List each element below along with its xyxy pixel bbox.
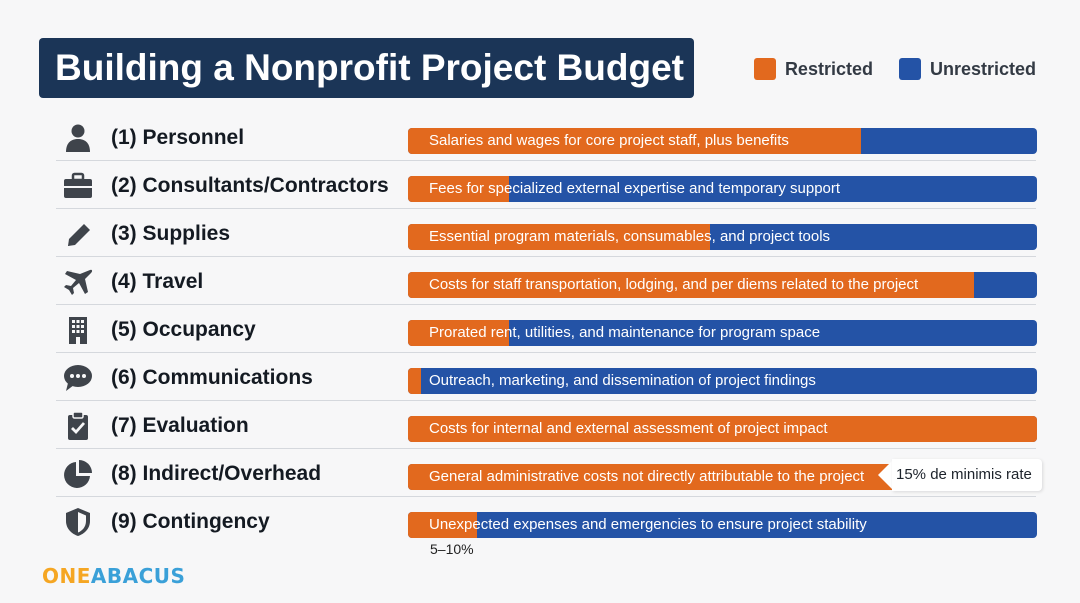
chart-row: (4) Travel Costs for staff transportation… <box>56 257 1037 305</box>
stacked-bar: Fees for specialized external expertise … <box>408 176 1037 202</box>
category-label: (7) Evaluation <box>111 414 249 437</box>
category-label: (9) Contingency <box>111 510 270 533</box>
bar-description: Costs for internal and external assessme… <box>429 420 828 437</box>
chart-row: (5) Occupancy Prorated rent, utilities, a… <box>56 305 1037 353</box>
stacked-bar: Essential program materials, consumables… <box>408 224 1037 250</box>
chart-row: (2) Consultants/Contractors Fees for spec… <box>56 161 1037 209</box>
stacked-bar: Prorated rent, utilities, and maintenanc… <box>408 320 1037 346</box>
clipboard-check-icon <box>60 410 96 442</box>
row-divider <box>56 304 1036 305</box>
stacked-bar: Unexpected expenses and emergencies to e… <box>408 512 1037 538</box>
stacked-bar: Outreach, marketing, and dissemination o… <box>408 368 1037 394</box>
chat-bubble-icon <box>60 362 96 394</box>
bar-description: Fees for specialized external expertise … <box>429 180 841 197</box>
stacked-bar: Salaries and wages for core project staf… <box>408 128 1037 154</box>
row-divider <box>56 256 1036 257</box>
bar-description: Costs for staff transportation, lodging,… <box>429 276 919 293</box>
logo: ONEABACUS <box>42 564 185 588</box>
row-divider <box>56 496 1036 497</box>
category-label: (3) Supplies <box>111 222 231 245</box>
row-divider <box>56 352 1036 353</box>
bar-description: Prorated rent, utilities, and maintenanc… <box>429 324 821 341</box>
category-label: (4) Travel <box>111 270 204 293</box>
briefcase-icon <box>60 170 96 202</box>
pencil-icon <box>60 218 96 250</box>
chart-row: (8) Indirect/Overhead General administrat… <box>56 449 1042 497</box>
title-banner: Building a Nonprofit Project Budget <box>39 38 694 98</box>
bar-description: General administrative costs not directl… <box>429 468 865 485</box>
chart-row: (7) Evaluation Costs for internal and ext… <box>56 401 1037 449</box>
logo-part-one: ONE <box>42 564 91 588</box>
legend: Restricted Unrestricted <box>728 58 1036 80</box>
airplane-icon <box>60 266 96 298</box>
legend-label-restricted: Restricted <box>784 58 873 79</box>
bar-segment-restricted <box>408 416 1037 442</box>
contingency-range-note: 5–10% <box>430 541 474 557</box>
indirect-rate-callout: 15% de minimis rate <box>878 459 1042 491</box>
bar-segment-restricted <box>408 224 710 250</box>
bar-segment-restricted <box>408 176 509 202</box>
row-divider <box>56 400 1036 401</box>
page-title: Building a Nonprofit Project Budget <box>55 47 684 88</box>
legend-item-restricted: Restricted <box>753 58 873 80</box>
shield-icon <box>60 506 96 538</box>
person-icon <box>60 122 96 154</box>
bar-description: Salaries and wages for core project staf… <box>429 132 789 149</box>
bar-segment-restricted <box>408 512 478 538</box>
chart-row: (3) Supplies Essential program materials,… <box>56 209 1037 257</box>
bar-description: Unexpected expenses and emergencies to e… <box>429 516 867 533</box>
category-label: (6) Communications <box>111 366 313 389</box>
stacked-bar: Costs for internal and external assessme… <box>408 416 1037 442</box>
legend-swatch-restricted <box>753 58 776 80</box>
bar-description: Essential program materials, consumables… <box>429 228 831 245</box>
category-label: (2) Consultants/Contractors <box>111 174 389 197</box>
row-divider <box>56 448 1036 449</box>
legend-swatch-unrestricted <box>898 58 921 80</box>
row-divider <box>56 208 1036 209</box>
category-label: (8) Indirect/Overhead <box>111 462 322 485</box>
category-label: (5) Occupancy <box>111 318 256 341</box>
row-divider <box>56 160 1036 161</box>
legend-item-unrestricted: Unrestricted <box>898 58 1036 80</box>
bar-segment-restricted <box>408 368 421 394</box>
logo-part-abacus: ABACUS <box>90 564 186 588</box>
building-icon <box>60 314 96 346</box>
legend-label-unrestricted: Unrestricted <box>929 58 1036 79</box>
chart-row: (1) Personnel Salaries and wages for core… <box>56 113 1037 161</box>
callout-text: 15% de minimis rate <box>892 459 1042 491</box>
bar-description: Outreach, marketing, and dissemination o… <box>429 372 816 389</box>
pie-chart-icon <box>60 458 96 490</box>
bar-segment-restricted <box>408 128 861 154</box>
callout-pointer <box>878 461 892 489</box>
category-label: (1) Personnel <box>111 126 245 149</box>
bar-segment-restricted <box>408 320 509 346</box>
bar-segment-restricted <box>408 272 975 298</box>
chart-row: (6) Communications Outreach, marketing, a… <box>56 353 1037 401</box>
stacked-bar: Costs for staff transportation, lodging,… <box>408 272 1037 298</box>
chart-row: (9) Contingency Unexpected expenses and e… <box>56 497 1037 545</box>
